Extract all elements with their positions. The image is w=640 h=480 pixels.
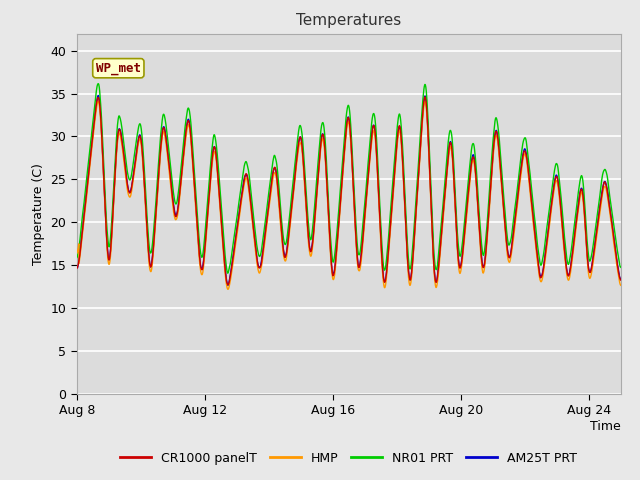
X-axis label: Time: Time — [590, 420, 621, 433]
Title: Temperatures: Temperatures — [296, 13, 401, 28]
Y-axis label: Temperature (C): Temperature (C) — [32, 163, 45, 264]
Text: WP_met: WP_met — [96, 62, 141, 75]
Legend: CR1000 panelT, HMP, NR01 PRT, AM25T PRT: CR1000 panelT, HMP, NR01 PRT, AM25T PRT — [115, 447, 582, 469]
